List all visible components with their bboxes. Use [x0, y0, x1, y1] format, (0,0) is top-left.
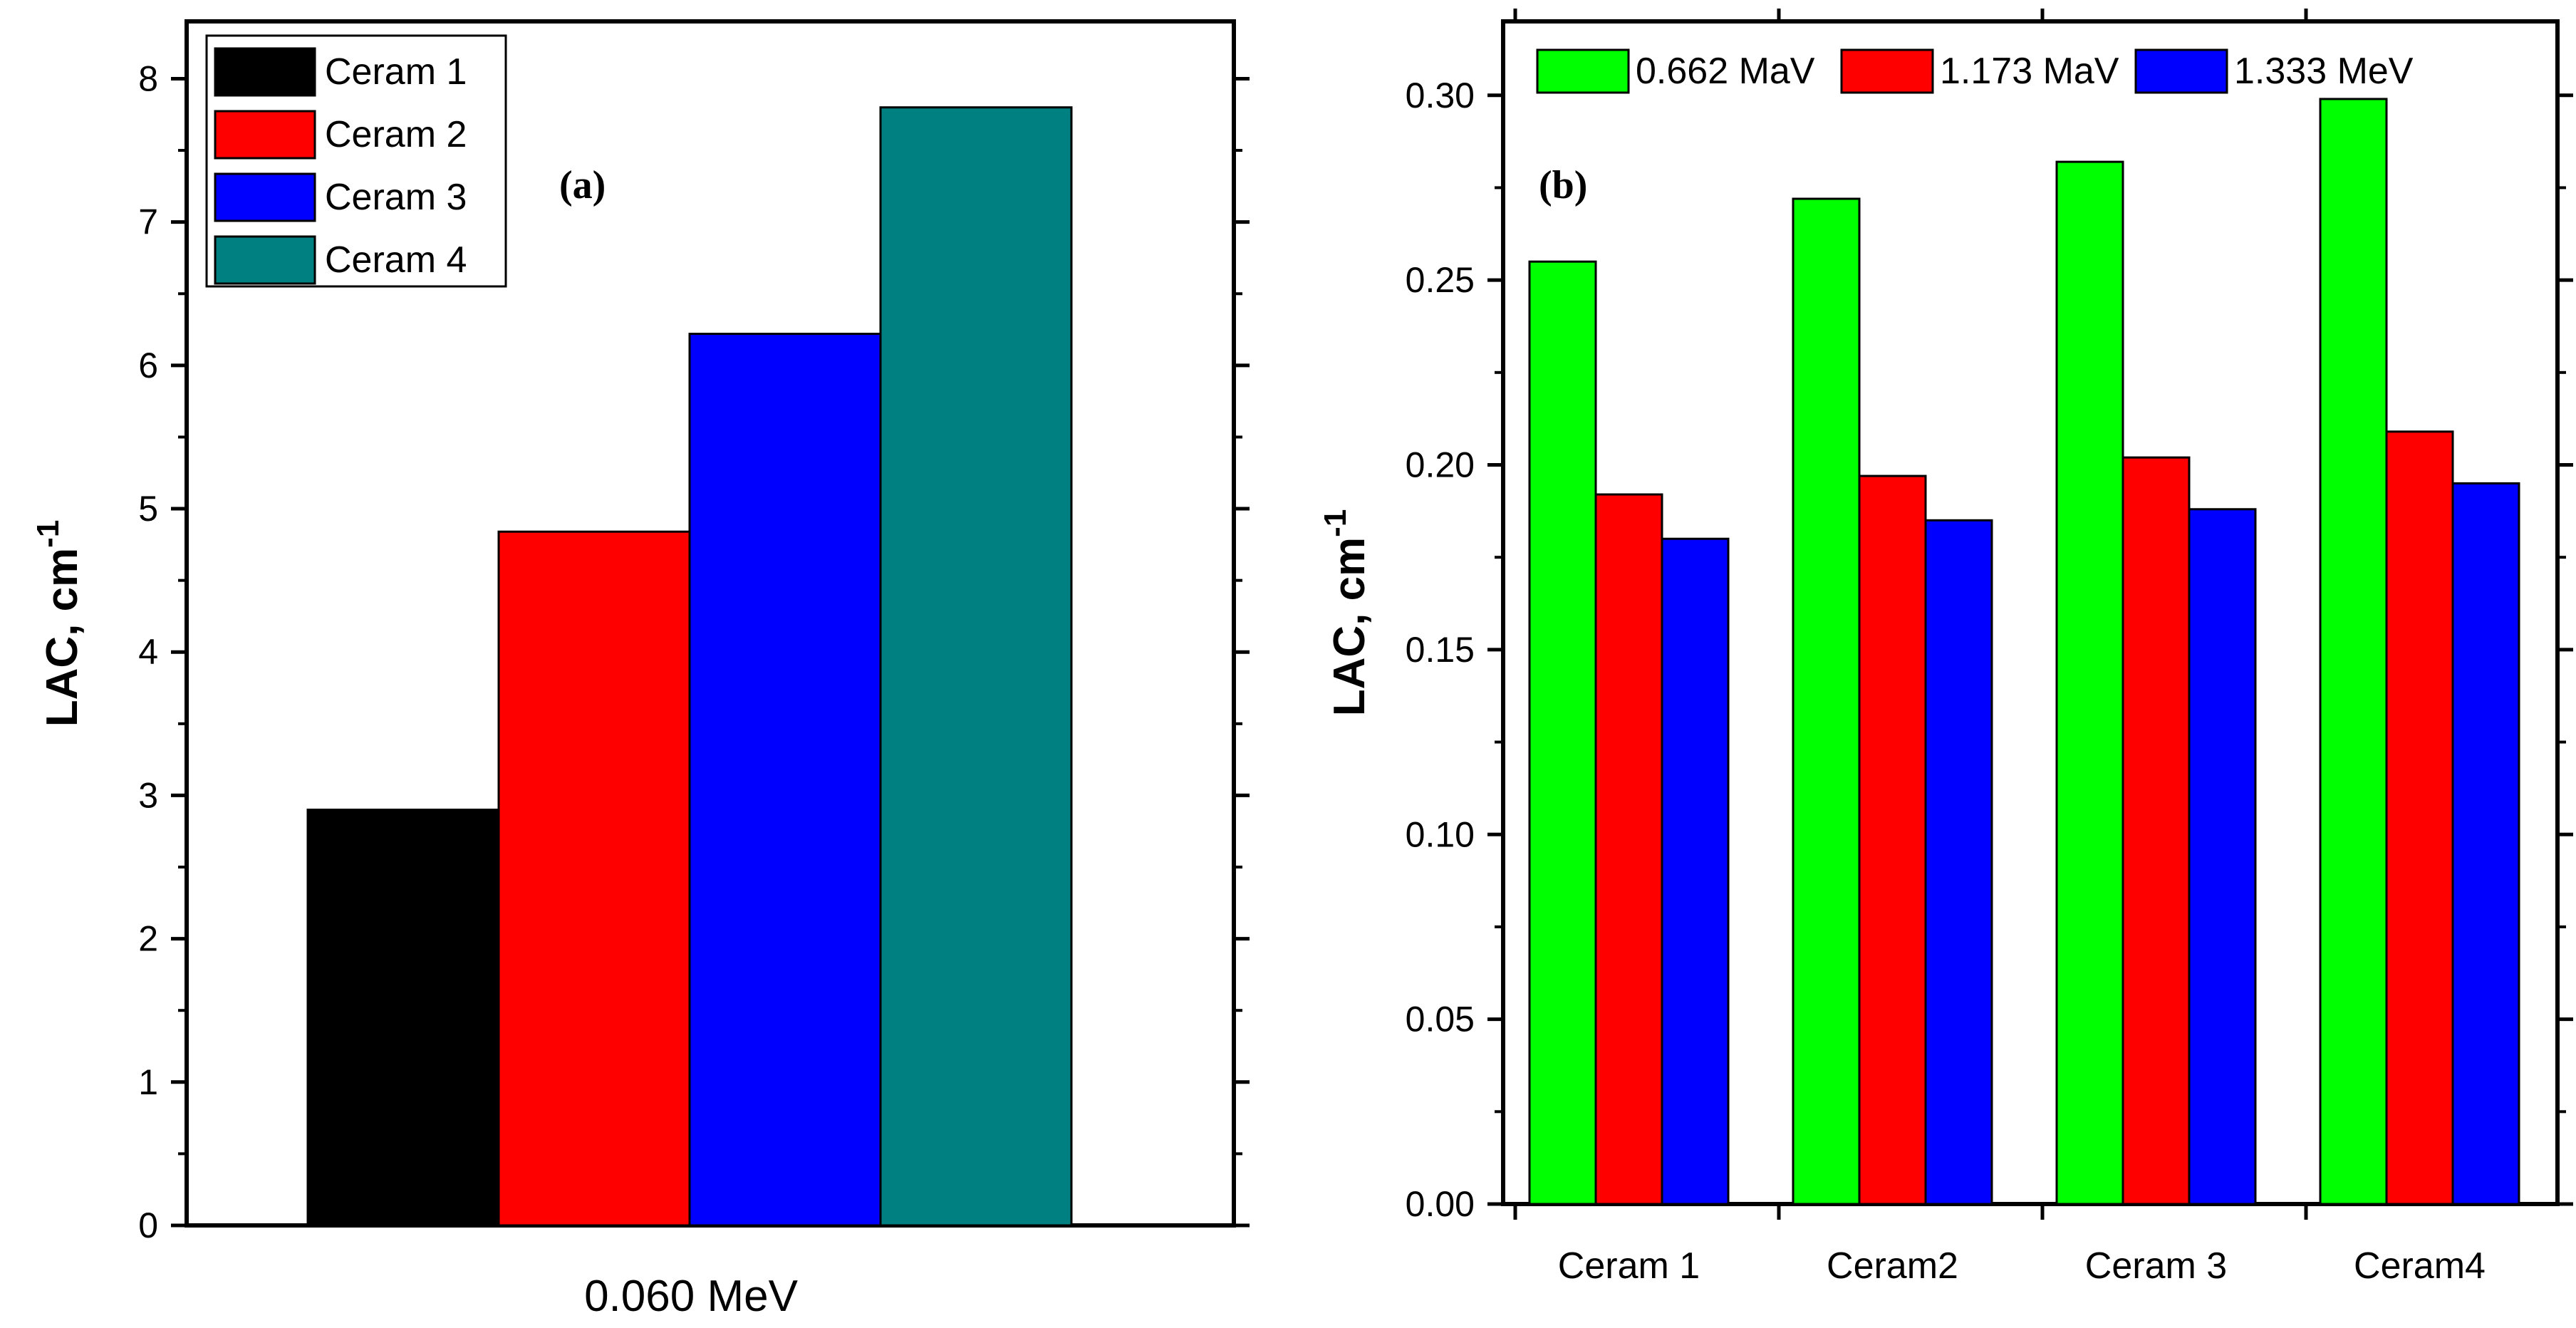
- legend-swatch-1.173-mav: [1840, 48, 1934, 94]
- category-label: Ceram2: [1827, 1245, 1958, 1287]
- panel-b-ylabel-main: LAC, cm: [1325, 537, 1374, 716]
- y-tick-label: 0.20: [1406, 445, 1475, 485]
- panel-a-ylabel-main: LAC, cm: [38, 548, 87, 727]
- y-tick-label: 4: [138, 632, 158, 672]
- legend-swatch-0.662-mav: [1536, 48, 1630, 94]
- panel-b-legend: 0.662 MaV 1.173 MaV 1.333 MeV: [1536, 48, 2414, 94]
- legend-label: Ceram 3: [325, 177, 467, 218]
- legend-swatch-ceram-3: [214, 172, 316, 222]
- panel-b-ylabel-superscript: -1: [1318, 509, 1353, 537]
- bar-ceram-3: [688, 333, 882, 1227]
- panel-a-xlabel: 0.060 MeV: [584, 1272, 799, 1321]
- bar-ceram4-1.173-mav: [2385, 430, 2454, 1205]
- y-tick-label: 7: [138, 202, 158, 242]
- legend-label: 1.333 MeV: [2234, 51, 2414, 92]
- y-tick-label: 0: [138, 1205, 158, 1245]
- category-label: Ceram4: [2354, 1245, 2486, 1287]
- y-tick-label: 5: [138, 489, 158, 529]
- panel-b-chart: Ceram 1 Ceram2 Ceram 3 Ceram4 0.00 0.05 0.10 0…: [1318, 9, 2573, 1287]
- category-label: Ceram 1: [1558, 1245, 1700, 1287]
- y-tick-label: 3: [138, 775, 158, 815]
- legend-swatch-ceram-2: [214, 110, 316, 160]
- bar-ceram3-1.173-mav: [2121, 456, 2191, 1205]
- legend-swatch-ceram-1: [214, 47, 316, 97]
- y-tick-label: 0.25: [1406, 260, 1475, 300]
- bar-ceram1-1.333-mev: [1661, 537, 1730, 1205]
- y-tick-label: 0.15: [1406, 630, 1475, 670]
- panel-a-tag: (a): [559, 163, 606, 207]
- legend-label: Ceram 2: [325, 114, 467, 155]
- y-tick-label: 0.00: [1406, 1184, 1475, 1224]
- y-tick-label: 0.10: [1406, 814, 1475, 854]
- y-tick-label: 6: [138, 346, 158, 385]
- bar-ceram2-0.662-mav: [1792, 197, 1861, 1205]
- y-tick-label: 2: [138, 919, 158, 959]
- bar-ceram2-1.173-mav: [1858, 474, 1927, 1205]
- bar-ceram1-0.662-mav: [1528, 260, 1597, 1205]
- legend-label: 1.173 MaV: [1940, 51, 2119, 92]
- bar-ceram-1: [306, 809, 500, 1227]
- legend-swatch-1.333-mev: [2134, 48, 2228, 94]
- panel-b-tag: (b): [1539, 163, 1587, 207]
- y-tick-label: 8: [138, 58, 158, 98]
- panel-a-ylabel: LAC, cm-1: [31, 520, 87, 727]
- panel-b-ylabel: LAC, cm-1: [1318, 509, 1374, 717]
- legend-label: Ceram 1: [325, 51, 467, 93]
- y-tick-label: 1: [138, 1062, 158, 1102]
- panel-b-plot-frame: [1501, 19, 2560, 1206]
- bar-ceram1-1.173-mav: [1594, 493, 1663, 1205]
- panel-a-ylabel-superscript: -1: [31, 520, 66, 548]
- panel-a-legend: Ceram 1 Ceram 2 Ceram 3 Ceram 4: [205, 34, 507, 288]
- y-tick-label: 0.30: [1406, 76, 1475, 115]
- legend-label: 0.662 MaV: [1636, 51, 1815, 92]
- legend-swatch-ceram-4: [214, 235, 316, 285]
- bar-ceram3-0.662-mav: [2055, 160, 2124, 1205]
- bar-ceram3-1.333-mev: [2188, 508, 2257, 1205]
- y-tick-label: 0.05: [1406, 1000, 1475, 1039]
- category-label: Ceram 3: [2085, 1245, 2227, 1287]
- panel-a-chart: 0 1 2 3 4 5 6 7 8 (a) 0.060 MeV LAC, cm-1 Ceram …: [31, 19, 1250, 1321]
- bar-ceram-4: [879, 106, 1073, 1227]
- bar-ceram4-1.333-mev: [2451, 482, 2520, 1205]
- bar-ceram4-0.662-mav: [2319, 98, 2388, 1205]
- bar-ceram-2: [497, 530, 691, 1227]
- legend-label: Ceram 4: [325, 239, 467, 281]
- bar-ceram2-1.333-mev: [1924, 519, 1993, 1205]
